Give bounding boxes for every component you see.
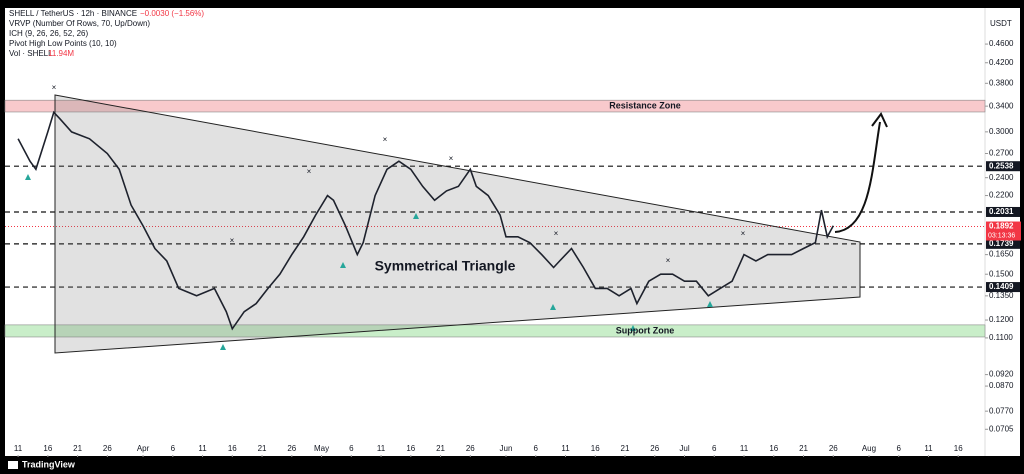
level-badge — [986, 206, 1020, 217]
x-tick-label: May — [314, 444, 329, 453]
y-tick-label: 0.1500 — [989, 269, 1014, 278]
price-line — [17, 110, 835, 331]
last-price-badge — [986, 221, 1021, 241]
y-tick-label: 0.1200 — [989, 315, 1014, 324]
x-tick-label: Aug — [862, 444, 876, 453]
x-tick-label: 21 — [621, 444, 630, 453]
last-price-label: 0.1892 — [989, 222, 1014, 231]
zone — [4, 99, 986, 113]
y-tick-label: 0.3000 — [989, 127, 1014, 136]
pivot-high: × — [554, 229, 559, 238]
x-tick-label: 26 — [650, 444, 659, 453]
pivot-low — [707, 301, 713, 307]
indicator: Pivot High Low Points (10, 10) — [9, 39, 117, 48]
symbol: SHELL / TetherUS · 12h · BINANCE — [9, 9, 137, 18]
x-tick-label: 11 — [924, 444, 933, 453]
indicator: VRVP (Number Of Rows, 70, Up/Down) — [9, 19, 150, 28]
pivot-low — [413, 213, 419, 219]
level-badge — [986, 238, 1020, 249]
countdown: 03:13:36 — [988, 232, 1015, 239]
y-tick-label: 0.0705 — [989, 424, 1014, 433]
breakout-arrow — [834, 121, 881, 233]
chart-background — [5, 8, 1020, 456]
y-tick-label: 0.0770 — [989, 406, 1014, 415]
level-badge — [986, 161, 1020, 172]
y-tick-label: 0.2700 — [989, 149, 1014, 158]
pivot-low — [630, 325, 636, 331]
indicator: ICH (9, 26, 26, 52, 26) — [9, 29, 88, 38]
x-tick-label: Jul — [679, 444, 689, 453]
y-tick-label: 0.3400 — [989, 101, 1014, 110]
arrow-head — [871, 112, 888, 128]
pivot-high: × — [383, 135, 388, 144]
pivot-low — [550, 304, 556, 310]
brand: TradingView — [22, 459, 76, 469]
pivot-low — [25, 174, 31, 180]
x-tick-label: 11 — [377, 444, 386, 453]
pivot-high: × — [52, 83, 57, 92]
x-tick-label: 16 — [954, 444, 963, 453]
y-tick-label: 0.1100 — [989, 333, 1013, 342]
level-badge — [986, 282, 1020, 293]
level-label: 0.1409 — [989, 282, 1014, 291]
y-tick-label: 0.1350 — [989, 291, 1014, 300]
x-tick-label: 11 — [14, 444, 23, 453]
x-tick-label: 16 — [769, 444, 778, 453]
triangle-pattern — [54, 94, 861, 354]
x-tick-label: 11 — [561, 444, 570, 453]
pivot-low — [340, 262, 346, 268]
pattern-label: Symmetrical Triangle — [375, 258, 516, 274]
x-tick-label: 16 — [43, 444, 52, 453]
pivot-high: × — [741, 229, 746, 238]
level-label: 0.1739 — [989, 239, 1014, 248]
pivot-low — [220, 344, 226, 350]
x-tick-label: 21 — [436, 444, 445, 453]
x-tick-label: 6 — [534, 444, 539, 453]
pivot-high: × — [307, 167, 312, 176]
x-tick-label: Apr — [137, 444, 150, 453]
x-tick-label: 21 — [73, 444, 82, 453]
x-tick-label: 16 — [591, 444, 600, 453]
pivot-high: × — [666, 256, 671, 265]
x-tick-label: 26 — [287, 444, 296, 453]
x-tick-label: 6 — [171, 444, 176, 453]
pivot-high: × — [449, 154, 454, 163]
change: −0.0030 (−1.56%) — [140, 9, 204, 18]
y-tick-label: 0.4200 — [989, 58, 1014, 67]
level-label: 0.2538 — [989, 161, 1014, 170]
zone-label: Resistance Zone — [609, 100, 681, 110]
x-tick-label: 21 — [799, 444, 808, 453]
zone — [4, 324, 986, 338]
level-label: 0.2031 — [989, 207, 1014, 216]
y-tick-label: 0.3800 — [989, 78, 1014, 87]
pivot-low-markers — [25, 174, 713, 350]
y-tick-label: 0.4600 — [989, 39, 1014, 48]
x-tick-label: 11 — [198, 444, 207, 453]
brand-logo — [8, 461, 18, 469]
x-tick-label: 11 — [740, 444, 749, 453]
x-tick-label: 26 — [103, 444, 112, 453]
zone-label: Support Zone — [616, 325, 675, 335]
x-tick-label: 6 — [896, 444, 901, 453]
currency: USDT — [990, 19, 1012, 28]
x-tick-label: 6 — [349, 444, 354, 453]
y-tick-label: 0.2400 — [989, 173, 1014, 182]
y-tick-label: 0.2200 — [989, 191, 1014, 200]
pivot-high: × — [230, 236, 235, 245]
pivot-markers: × × × × × × × × — [52, 83, 746, 265]
volume-value: 11.94M — [48, 49, 74, 58]
x-tick-label: 16 — [228, 444, 237, 453]
y-tick-label: 0.0870 — [989, 381, 1014, 390]
x-tick-label: 26 — [829, 444, 838, 453]
x-tick-label: 16 — [406, 444, 415, 453]
volume-label: Vol · SHELL — [9, 49, 53, 58]
y-tick-label: 0.1650 — [989, 250, 1014, 259]
x-tick-label: 21 — [258, 444, 267, 453]
x-tick-label: 26 — [466, 444, 475, 453]
x-tick-label: Jun — [500, 444, 513, 453]
x-tick-label: 6 — [712, 444, 717, 453]
y-tick-label: 0.0920 — [989, 370, 1014, 379]
